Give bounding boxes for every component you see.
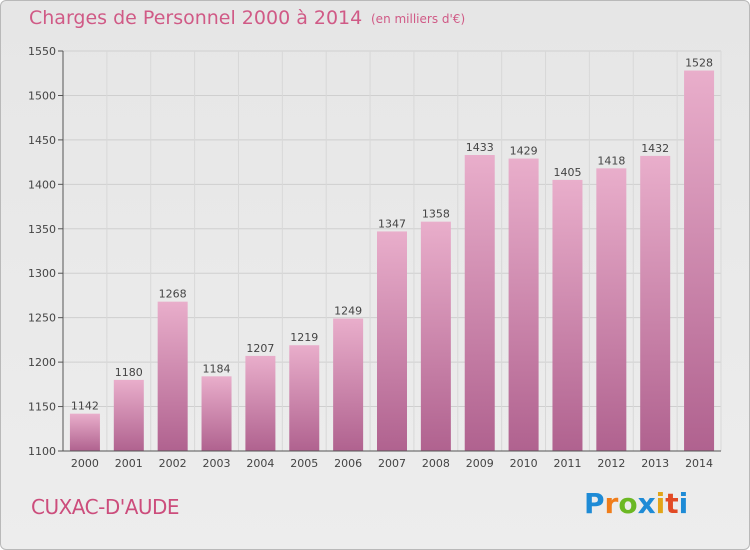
x-tick-label: 2002 — [159, 457, 187, 470]
bar-2012 — [596, 168, 627, 452]
bar-value-label: 1207 — [246, 342, 274, 355]
x-tick-label: 2014 — [685, 457, 713, 470]
x-tick-label: 2012 — [597, 457, 625, 470]
bar-value-label: 1433 — [466, 141, 494, 154]
bar-2002 — [157, 301, 188, 451]
y-tick-label: 1100 — [28, 445, 56, 458]
bar-value-label: 1268 — [159, 288, 187, 301]
bar-value-label: 1358 — [422, 208, 450, 221]
bar-2005 — [289, 345, 320, 451]
bar-value-label: 1347 — [378, 217, 406, 230]
x-tick-label: 2009 — [466, 457, 494, 470]
x-tick-label: 2004 — [246, 457, 274, 470]
y-tick-label: 1550 — [28, 45, 56, 58]
chart-title: Charges de Personnel 2000 à 2014 — [29, 7, 363, 29]
logo-letter: x — [637, 487, 656, 520]
bar-2007 — [377, 231, 407, 451]
bar-2013 — [640, 155, 671, 451]
x-tick-label: 2007 — [378, 457, 406, 470]
bar-2001 — [113, 379, 144, 451]
bar-2011 — [552, 179, 583, 451]
y-tick-label: 1250 — [28, 312, 56, 325]
bar-2009 — [464, 155, 495, 451]
commune-name: CUXAC-D'AUDE — [31, 495, 180, 519]
x-tick-label: 2013 — [641, 457, 669, 470]
bar-value-label: 1418 — [597, 154, 625, 167]
bar-2004 — [245, 355, 276, 451]
y-tick-label: 1450 — [28, 134, 56, 147]
y-tick-label: 1350 — [28, 223, 56, 236]
x-tick-label: 2010 — [510, 457, 538, 470]
bar-2010 — [508, 158, 539, 452]
x-tick-label: 2005 — [290, 457, 318, 470]
bar-value-label: 1528 — [685, 57, 713, 70]
proxiti-logo[interactable]: Proxiti — [584, 487, 688, 520]
bar-value-label: 1219 — [290, 331, 318, 344]
bar-value-label: 1184 — [203, 362, 231, 375]
bar-value-label: 1249 — [334, 305, 362, 318]
bar-2003 — [201, 376, 232, 451]
bar-2008 — [420, 221, 451, 451]
bar-value-label: 1429 — [510, 145, 538, 158]
bar-2014 — [684, 70, 715, 452]
axes: 1100 1150 1200 1250 1300 1350 1400 1450 1500 1550… — [28, 45, 721, 470]
y-tick-label: 1400 — [28, 178, 56, 191]
x-tick-label: 2006 — [334, 457, 362, 470]
y-tick-label: 1200 — [28, 356, 56, 369]
y-tick-label: 1300 — [28, 267, 56, 280]
logo-letter: t — [665, 487, 679, 520]
bars: 1142 1180 1268 1184 1207 1219 1249 1347 1358 1433… — [69, 57, 715, 452]
x-tick-label: 2011 — [553, 457, 581, 470]
logo-letter: o — [618, 487, 638, 520]
bar-value-label: 1142 — [71, 400, 99, 413]
logo-letter: P — [584, 487, 605, 520]
logo-letter: i — [678, 487, 689, 520]
logo-letter: r — [604, 487, 619, 520]
y-tick-label: 1500 — [28, 89, 56, 102]
logo-letter: i — [655, 487, 666, 520]
bar-2000 — [69, 413, 100, 451]
bar-value-label: 1180 — [115, 366, 143, 379]
bar-2006 — [333, 318, 364, 451]
bar-value-label: 1432 — [641, 142, 669, 155]
x-tick-label: 2008 — [422, 457, 450, 470]
x-tick-label: 2000 — [71, 457, 99, 470]
y-tick-label: 1150 — [28, 401, 56, 414]
bar-value-label: 1405 — [553, 166, 581, 179]
chart-subtitle: (en milliers d'€) — [371, 12, 466, 26]
x-tick-label: 2003 — [203, 457, 231, 470]
x-tick-label: 2001 — [115, 457, 143, 470]
